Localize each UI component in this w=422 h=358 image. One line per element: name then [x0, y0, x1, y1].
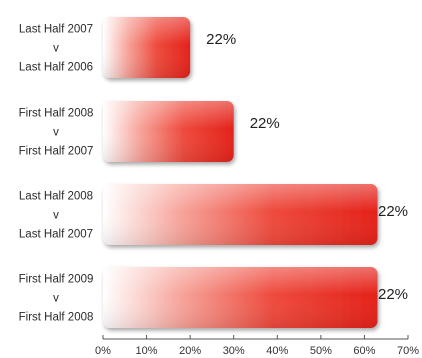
category-label-line: v — [53, 43, 59, 55]
category-label-line: First Half 2009 — [19, 274, 94, 286]
category-label-4: First Half 2009 v First Half 2008 — [19, 274, 94, 324]
category-label-line: Last Half 2008 — [19, 191, 93, 203]
category-labels: Last Half 2007 v Last Half 2006 First Half … — [19, 24, 94, 324]
category-label-line: First Half 2007 — [19, 146, 94, 158]
data-labels: 22% 22% 22% 22% — [206, 31, 408, 303]
category-label-line: v — [53, 127, 59, 139]
bar-gloss-2 — [103, 101, 234, 162]
data-label-2: 22% — [250, 115, 280, 132]
category-label-line: First Half 2008 — [19, 312, 94, 324]
category-label-2: First Half 2008 v First Half 2007 — [19, 108, 94, 158]
x-tick-label: 20% — [179, 345, 201, 357]
bars-group — [103, 17, 378, 328]
category-label-3: Last Half 2008 v Last Half 2007 — [19, 191, 93, 241]
x-tick-label: 0% — [95, 345, 111, 357]
category-label-line: Last Half 2006 — [19, 62, 93, 74]
data-label-1: 22% — [206, 31, 236, 48]
category-label-line: v — [53, 210, 59, 222]
category-label-line: Last Half 2007 — [19, 24, 93, 36]
x-axis: 0% 10% 20% 30% 40% 50% 60% 70% — [95, 335, 419, 357]
category-label-line: v — [53, 293, 59, 305]
category-label-line: Last Half 2007 — [19, 229, 93, 241]
x-tick-label: 70% — [397, 345, 419, 357]
x-tick-label: 60% — [353, 345, 375, 357]
x-tick-label: 40% — [266, 345, 288, 357]
category-label-1: Last Half 2007 v Last Half 2006 — [19, 24, 93, 74]
category-label-line: First Half 2008 — [19, 108, 94, 120]
data-label-4: 22% — [378, 286, 408, 303]
bar-gloss-3 — [103, 184, 378, 245]
data-label-3: 22% — [378, 203, 408, 220]
x-tick-label: 30% — [223, 345, 245, 357]
x-tick-label: 10% — [136, 345, 158, 357]
bar-gloss-1 — [103, 17, 191, 78]
x-tick-label: 50% — [310, 345, 332, 357]
bar-gloss-4 — [103, 267, 378, 328]
